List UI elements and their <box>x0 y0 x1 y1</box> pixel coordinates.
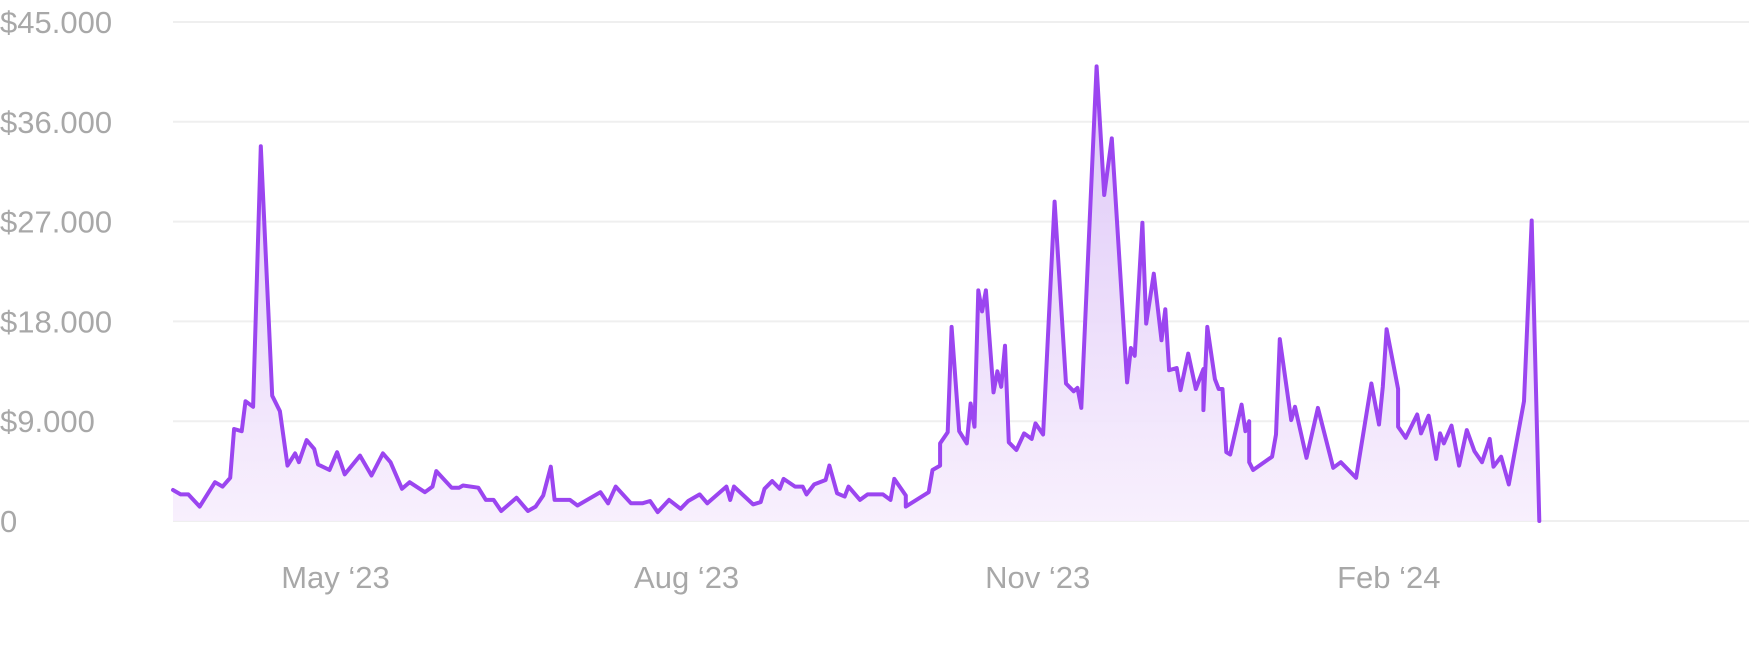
x-tick-label: Nov ‘23 <box>985 560 1090 595</box>
x-axis-labels: May ‘23 Aug ‘23 Nov ‘23 Feb ‘24 <box>281 560 1440 595</box>
series-area-fill <box>173 66 1540 522</box>
y-tick-label: 0 <box>0 504 17 539</box>
y-tick-label: $27.000 <box>0 205 112 240</box>
y-tick-label: $9.000 <box>0 404 95 439</box>
x-tick-label: Aug ‘23 <box>634 560 739 595</box>
series-line <box>171 64 1542 523</box>
y-axis-labels: 0 $9.000 $18.000 $27.000 $36.000 $45.000 <box>0 5 112 539</box>
x-tick-label: May ‘23 <box>281 560 390 595</box>
x-tick-label: Feb ‘24 <box>1337 560 1440 595</box>
y-tick-label: $45.000 <box>0 5 112 40</box>
y-tick-label: $18.000 <box>0 304 112 339</box>
y-tick-label: $36.000 <box>0 105 112 140</box>
